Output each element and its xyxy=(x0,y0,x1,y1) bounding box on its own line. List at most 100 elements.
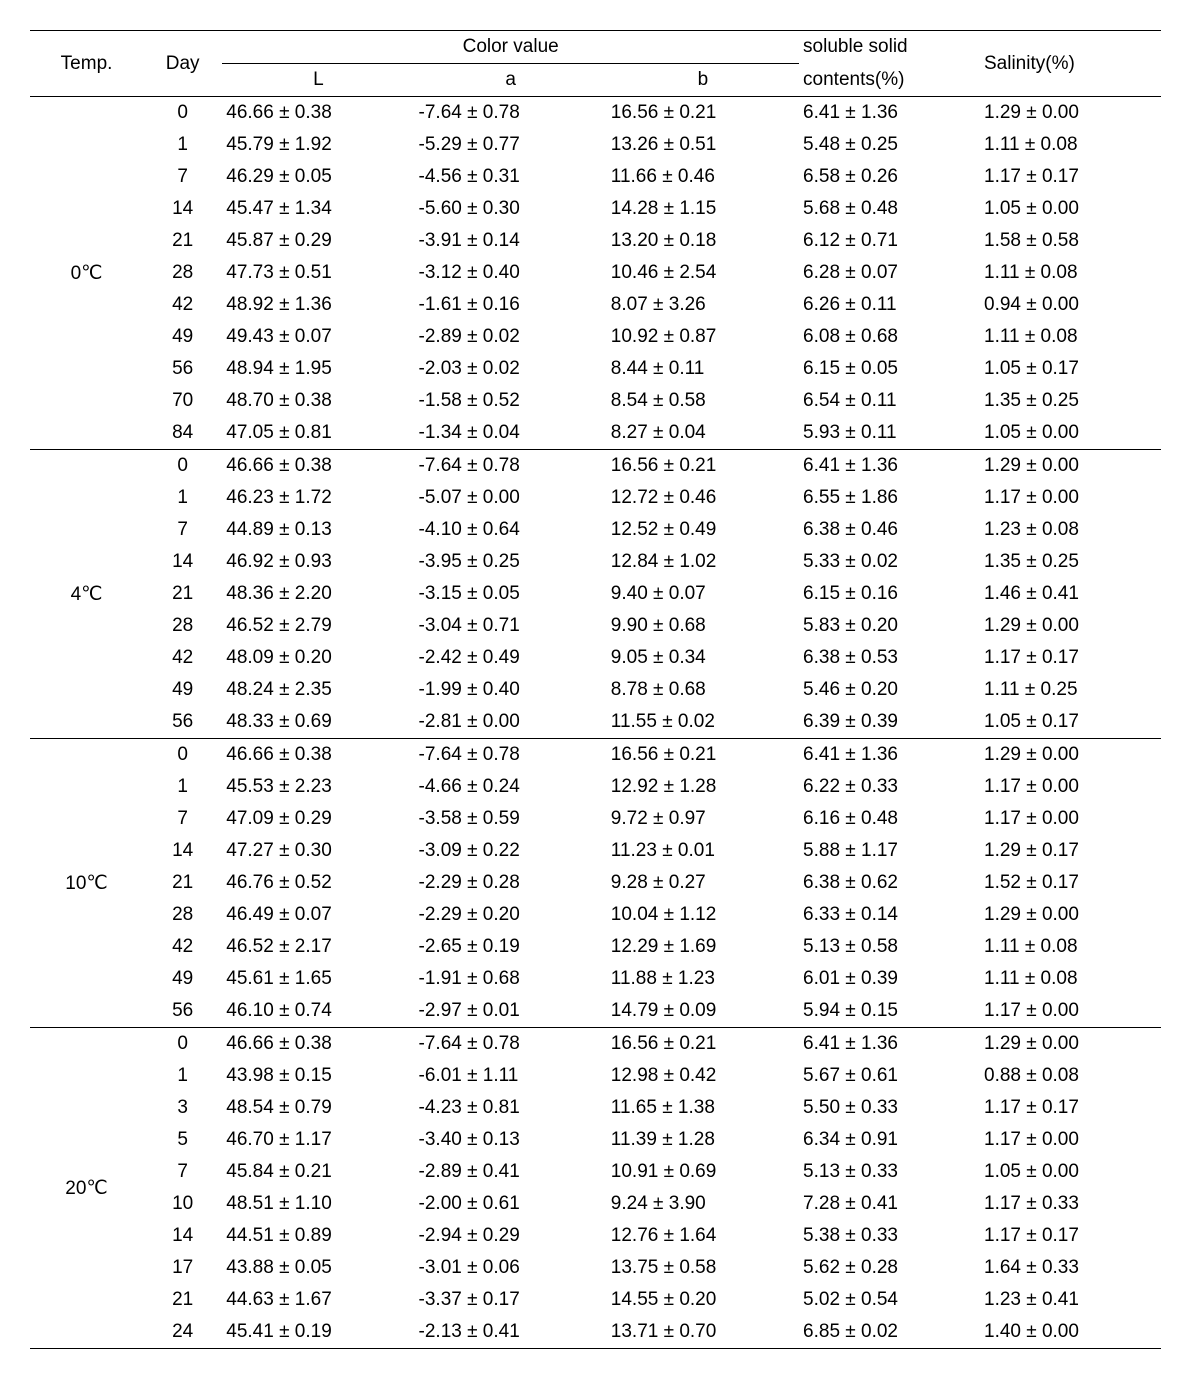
a-cell: -2.42 ± 0.49 xyxy=(415,642,607,674)
L-cell: 46.92 ± 0.93 xyxy=(222,546,414,578)
day-cell: 84 xyxy=(143,417,222,450)
table-row: 5646.10 ± 0.74-2.97 ± 0.0114.79 ± 0.095.… xyxy=(30,995,1161,1028)
sal-cell: 0.88 ± 0.08 xyxy=(980,1060,1161,1092)
a-cell: -1.99 ± 0.40 xyxy=(415,674,607,706)
temp-cell: 20℃ xyxy=(30,1028,143,1349)
sal-cell: 1.17 ± 0.17 xyxy=(980,1220,1161,1252)
ssc-cell: 5.68 ± 0.48 xyxy=(799,193,980,225)
L-cell: 46.52 ± 2.17 xyxy=(222,931,414,963)
a-cell: -5.07 ± 0.00 xyxy=(415,482,607,514)
ssc-cell: 6.41 ± 1.36 xyxy=(799,97,980,130)
L-cell: 46.29 ± 0.05 xyxy=(222,161,414,193)
table-row: 2146.76 ± 0.52-2.29 ± 0.289.28 ± 0.276.3… xyxy=(30,867,1161,899)
ssc-cell: 6.22 ± 0.33 xyxy=(799,771,980,803)
sal-cell: 1.52 ± 0.17 xyxy=(980,867,1161,899)
a-cell: -2.00 ± 0.61 xyxy=(415,1188,607,1220)
day-cell: 56 xyxy=(143,995,222,1028)
ssc-cell: 6.55 ± 1.86 xyxy=(799,482,980,514)
sal-cell: 0.94 ± 0.00 xyxy=(980,289,1161,321)
ssc-cell: 6.15 ± 0.16 xyxy=(799,578,980,610)
ssc-cell: 6.38 ± 0.53 xyxy=(799,642,980,674)
ssc-cell: 5.93 ± 0.11 xyxy=(799,417,980,450)
temp-cell: 10℃ xyxy=(30,739,143,1028)
ssc-cell: 6.28 ± 0.07 xyxy=(799,257,980,289)
day-cell: 56 xyxy=(143,353,222,385)
day-cell: 7 xyxy=(143,1156,222,1188)
b-cell: 9.90 ± 0.68 xyxy=(607,610,799,642)
ssc-cell: 7.28 ± 0.41 xyxy=(799,1188,980,1220)
sal-cell: 1.46 ± 0.41 xyxy=(980,578,1161,610)
a-cell: -3.09 ± 0.22 xyxy=(415,835,607,867)
ssc-cell: 5.50 ± 0.33 xyxy=(799,1092,980,1124)
a-cell: -2.97 ± 0.01 xyxy=(415,995,607,1028)
L-cell: 46.70 ± 1.17 xyxy=(222,1124,414,1156)
sal-cell: 1.29 ± 0.00 xyxy=(980,899,1161,931)
L-cell: 48.24 ± 2.35 xyxy=(222,674,414,706)
day-cell: 7 xyxy=(143,161,222,193)
day-cell: 7 xyxy=(143,803,222,835)
ssc-cell: 6.41 ± 1.36 xyxy=(799,739,980,772)
L-cell: 49.43 ± 0.07 xyxy=(222,321,414,353)
ssc-cell: 5.02 ± 0.54 xyxy=(799,1284,980,1316)
b-cell: 11.65 ± 1.38 xyxy=(607,1092,799,1124)
header-salinity: Salinity(%) xyxy=(980,31,1161,97)
day-cell: 28 xyxy=(143,899,222,931)
table-row: 4248.09 ± 0.20-2.42 ± 0.499.05 ± 0.346.3… xyxy=(30,642,1161,674)
a-cell: -2.94 ± 0.29 xyxy=(415,1220,607,1252)
b-cell: 13.75 ± 0.58 xyxy=(607,1252,799,1284)
ssc-cell: 6.38 ± 0.46 xyxy=(799,514,980,546)
day-cell: 28 xyxy=(143,257,222,289)
L-cell: 45.87 ± 0.29 xyxy=(222,225,414,257)
a-cell: -1.58 ± 0.52 xyxy=(415,385,607,417)
table-row: 546.70 ± 1.17-3.40 ± 0.1311.39 ± 1.286.3… xyxy=(30,1124,1161,1156)
day-cell: 17 xyxy=(143,1252,222,1284)
table-row: 745.84 ± 0.21-2.89 ± 0.4110.91 ± 0.695.1… xyxy=(30,1156,1161,1188)
table-row: 4248.92 ± 1.36-1.61 ± 0.168.07 ± 3.266.2… xyxy=(30,289,1161,321)
b-cell: 14.79 ± 0.09 xyxy=(607,995,799,1028)
b-cell: 16.56 ± 0.21 xyxy=(607,1028,799,1061)
table-row: 2846.52 ± 2.79-3.04 ± 0.719.90 ± 0.685.8… xyxy=(30,610,1161,642)
L-cell: 45.79 ± 1.92 xyxy=(222,129,414,161)
sal-cell: 1.05 ± 0.17 xyxy=(980,353,1161,385)
day-cell: 1 xyxy=(143,771,222,803)
sal-cell: 1.11 ± 0.08 xyxy=(980,257,1161,289)
day-cell: 49 xyxy=(143,963,222,995)
table-row: 1447.27 ± 0.30-3.09 ± 0.2211.23 ± 0.015.… xyxy=(30,835,1161,867)
ssc-cell: 5.13 ± 0.33 xyxy=(799,1156,980,1188)
L-cell: 46.66 ± 0.38 xyxy=(222,97,414,130)
b-cell: 12.76 ± 1.64 xyxy=(607,1220,799,1252)
sal-cell: 1.29 ± 0.00 xyxy=(980,739,1161,772)
L-cell: 44.51 ± 0.89 xyxy=(222,1220,414,1252)
a-cell: -6.01 ± 1.11 xyxy=(415,1060,607,1092)
a-cell: -3.12 ± 0.40 xyxy=(415,257,607,289)
table-row: 746.29 ± 0.05-4.56 ± 0.3111.66 ± 0.466.5… xyxy=(30,161,1161,193)
table-row: 1048.51 ± 1.10-2.00 ± 0.619.24 ± 3.907.2… xyxy=(30,1188,1161,1220)
b-cell: 13.20 ± 0.18 xyxy=(607,225,799,257)
day-cell: 14 xyxy=(143,193,222,225)
L-cell: 46.66 ± 0.38 xyxy=(222,739,414,772)
ssc-cell: 6.26 ± 0.11 xyxy=(799,289,980,321)
L-cell: 47.73 ± 0.51 xyxy=(222,257,414,289)
a-cell: -2.29 ± 0.20 xyxy=(415,899,607,931)
b-cell: 9.40 ± 0.07 xyxy=(607,578,799,610)
L-cell: 48.94 ± 1.95 xyxy=(222,353,414,385)
day-cell: 7 xyxy=(143,514,222,546)
ssc-cell: 5.94 ± 0.15 xyxy=(799,995,980,1028)
sal-cell: 1.17 ± 0.33 xyxy=(980,1188,1161,1220)
L-cell: 43.88 ± 0.05 xyxy=(222,1252,414,1284)
day-cell: 14 xyxy=(143,546,222,578)
table-row: 744.89 ± 0.13-4.10 ± 0.6412.52 ± 0.496.3… xyxy=(30,514,1161,546)
day-cell: 0 xyxy=(143,739,222,772)
a-cell: -1.61 ± 0.16 xyxy=(415,289,607,321)
sal-cell: 1.17 ± 0.00 xyxy=(980,482,1161,514)
L-cell: 44.63 ± 1.67 xyxy=(222,1284,414,1316)
L-cell: 44.89 ± 0.13 xyxy=(222,514,414,546)
table-body: 0℃046.66 ± 0.38-7.64 ± 0.7816.56 ± 0.216… xyxy=(30,97,1161,1349)
day-cell: 10 xyxy=(143,1188,222,1220)
table-row: 145.79 ± 1.92-5.29 ± 0.7713.26 ± 0.515.4… xyxy=(30,129,1161,161)
sal-cell: 1.17 ± 0.00 xyxy=(980,995,1161,1028)
day-cell: 42 xyxy=(143,931,222,963)
day-cell: 49 xyxy=(143,674,222,706)
L-cell: 47.05 ± 0.81 xyxy=(222,417,414,450)
sal-cell: 1.35 ± 0.25 xyxy=(980,385,1161,417)
